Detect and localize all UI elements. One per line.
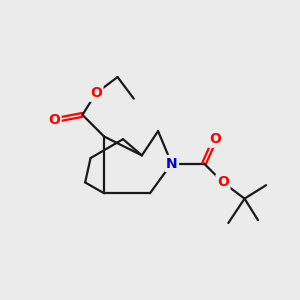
Text: N: N [166,157,177,170]
Text: O: O [90,86,102,100]
Text: O: O [217,176,229,189]
Text: O: O [209,132,221,146]
Text: O: O [48,113,60,127]
